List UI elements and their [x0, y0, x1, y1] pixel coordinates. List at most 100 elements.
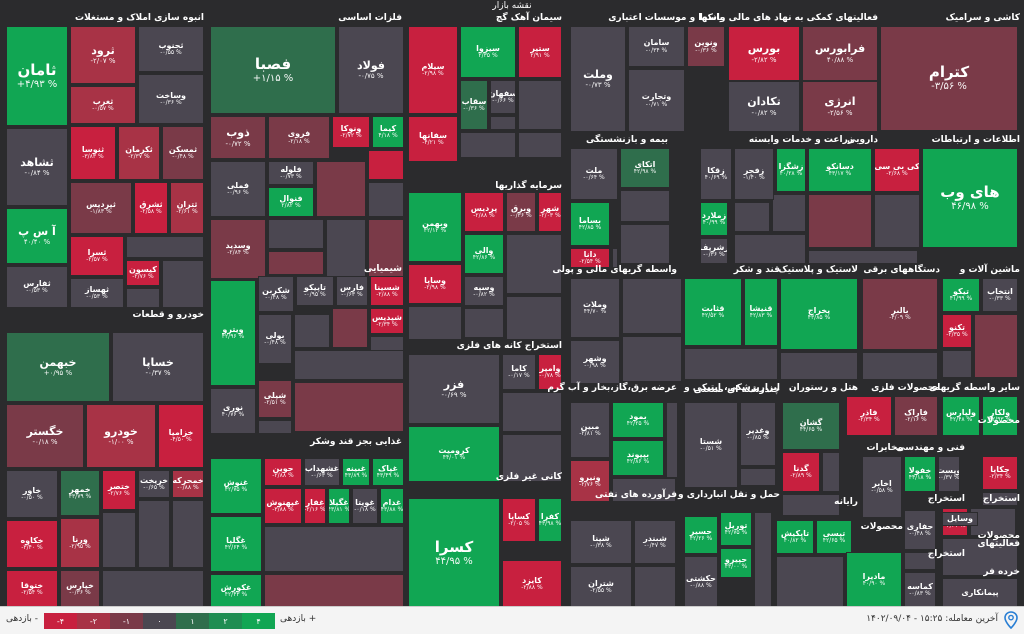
- stock-tile-vitro[interactable]: ویترو ۴۲/۹۶ %: [210, 280, 256, 386]
- sector-label-vaseteh[interactable]: واسطه گریهای مالی و پولی: [552, 265, 677, 275]
- treemap-small-tile[interactable]: [126, 236, 204, 258]
- sector-label-kani_gheir[interactable]: کانی غیر فلزی: [495, 472, 562, 482]
- treemap-small-tile[interactable]: [138, 500, 170, 568]
- stock-tile-saman[interactable]: سامان -۰/۳۴ %: [628, 26, 685, 67]
- stock-tile-bmood[interactable]: بمود ۴۲/۲۵ %: [612, 402, 664, 438]
- stock-tile-fazar[interactable]: فزر -۰/۶۹ %: [408, 354, 500, 424]
- sector-label-bankha[interactable]: بانکها و موسسات اعتباری: [608, 13, 723, 23]
- stock-tile-khamhr[interactable]: خمهر ۴۳/۷۹ %: [60, 470, 100, 516]
- stock-tile-ghanisha[interactable]: قنیشا ۴۲/۸۳ %: [744, 278, 778, 346]
- stock-tile-ghegla[interactable]: غگیلا ۴۳/۸۱ %: [328, 488, 350, 524]
- stock-tile-hasir[interactable]: حسیر ۴۲/۲۶ %: [684, 516, 718, 554]
- treemap-small-tile[interactable]: [982, 492, 1018, 506]
- sector-label-chandreshte[interactable]: چندرشته ای صنعتی: [693, 385, 780, 395]
- stock-tile-asp[interactable]: آ س پ ۴۰/۴۰ %: [6, 208, 68, 264]
- stock-tile-flooleh[interactable]: فلوله -۰/۷۳ %: [268, 161, 314, 185]
- stock-tile-khofola[interactable]: خفولا ۴۴/۱۸ %: [904, 456, 936, 492]
- sector-label-ghand[interactable]: قند و شکر: [733, 265, 780, 275]
- stock-tile-vapna[interactable]: وساپا -۲/۹۸ %: [408, 264, 462, 304]
- stock-tile-mbin[interactable]: مبین -۲/۸۱ %: [570, 402, 610, 458]
- stock-tile-faddar[interactable]: فاذر -۲/۳۴ %: [846, 396, 892, 436]
- stock-tile-vrena[interactable]: ورنا -۲/۹۵ %: [60, 518, 100, 568]
- sector-label-mokhaberat[interactable]: مخابرات: [866, 443, 903, 453]
- stock-tile-tehasaz[interactable]: ثهساز -۰/۵۳ %: [70, 278, 124, 308]
- stock-tile-vameir[interactable]: وامیر -۰/۷۸ %: [538, 354, 562, 390]
- location-pin-icon[interactable]: [1004, 611, 1018, 629]
- sector-label-abzar[interactable]: ابزارپزشکی، اپتیکی و: [684, 383, 780, 393]
- stock-tile-sipam[interactable]: سیلام -۲/۹۸ %: [408, 26, 458, 114]
- stock-tile-vamellat[interactable]: وملت -۰/۷۳ %: [570, 26, 626, 132]
- stock-tile-vtejarat[interactable]: وتجارت -۰/۷۱ %: [628, 69, 685, 132]
- stock-tile-ghadam[interactable]: غدام ۴۳/۸۸ %: [380, 488, 404, 524]
- treemap-small-tile[interactable]: [268, 219, 324, 249]
- treemap-small-tile[interactable]: [326, 219, 366, 277]
- stock-tile-ghenoosh[interactable]: غنوش ۴۲/۷۵ %: [210, 458, 262, 514]
- stock-tile-ghshahad[interactable]: غشهداب -۰/۶۳ %: [304, 458, 340, 486]
- stock-tile-shahr[interactable]: شهر -۲/۰۳ %: [538, 192, 562, 232]
- stock-tile-butoko[interactable]: تیکو ۴۱/۹۹ %: [942, 278, 980, 312]
- stock-tile-koromit[interactable]: کرومیت ۴۴/۰۱ %: [408, 426, 500, 482]
- treemap-small-tile[interactable]: [460, 132, 516, 158]
- stock-tile-khbahman[interactable]: خبهمن +۰/۹۵ %: [6, 332, 110, 402]
- treemap-small-tile[interactable]: [622, 336, 682, 382]
- stock-tile-dasnaku[interactable]: دسانکو ۴۳/۱۷ %: [808, 148, 872, 192]
- stock-tile-vanoka[interactable]: ونوکا -۲/۷۲ %: [332, 116, 370, 148]
- treemap-small-tile[interactable]: [782, 494, 840, 516]
- sector-label-rayane[interactable]: رایانه: [834, 497, 858, 507]
- stock-tile-baleir[interactable]: بالبر -۴/۰۹ %: [862, 278, 938, 350]
- stock-tile-sizza[interactable]: سیزوا ۲/۳۵ %: [460, 26, 516, 78]
- stock-tile-faraboors[interactable]: فرابورس ۴۰/۸۸ %: [802, 26, 878, 81]
- sector-label-daroei[interactable]: دارویی: [847, 135, 878, 145]
- treemap-small-tile[interactable]: [740, 468, 776, 486]
- sector-label-estekhraj3[interactable]: استخراج: [927, 549, 965, 559]
- stock-tile-sefanha[interactable]: سفانها -۴/۲۱ %: [408, 116, 458, 162]
- treemap-small-tile[interactable]: [258, 420, 292, 434]
- stock-tile-tamaskan[interactable]: ثمسکن -۰/۴۸ %: [162, 126, 204, 180]
- stock-tile-kafra[interactable]: کفرا ۴۳/۹۸ %: [538, 498, 562, 542]
- stock-tile-hayweb[interactable]: های وب ۴۶/۹۸ %: [922, 148, 1018, 248]
- stock-tile-vlepars[interactable]: ولپارس ۴۲/۴۸ %: [942, 396, 980, 436]
- treemap-small-tile[interactable]: [974, 314, 1018, 378]
- stock-tile-velkar[interactable]: ولکار ۴۲/۹۳ %: [982, 396, 1018, 436]
- treemap-small-tile[interactable]: [808, 194, 872, 248]
- stock-tile-hakeshti[interactable]: حکشتی -۰/۸۸ %: [684, 556, 718, 608]
- stock-tile-shapna[interactable]: شپنا -۰/۳۸ %: [570, 520, 632, 564]
- sector-label-fanni[interactable]: فنی و مهندسی: [896, 443, 965, 453]
- sector-label-hotel[interactable]: هتل و رستوران: [788, 383, 858, 393]
- treemap-small-tile[interactable]: [294, 382, 404, 432]
- sector-label-ghazaei[interactable]: غذایی بجز قند وشکر: [310, 437, 402, 447]
- stock-tile-booli[interactable]: بولی -۰/۴۸ %: [258, 314, 292, 364]
- sector-label-saier_vaseteh[interactable]: سایر واسطه گریهای: [928, 383, 1020, 393]
- stock-tile-kesaba[interactable]: کساپا -۲/۰۵ %: [502, 498, 536, 542]
- stock-tile-tekno[interactable]: تکنو -۲/۳۵ %: [942, 314, 972, 348]
- treemap-small-tile[interactable]: [316, 161, 366, 217]
- stock-tile-faraq[interactable]: فاراک -۲/۱۶ %: [894, 396, 938, 436]
- treemap-small-tile[interactable]: [294, 314, 330, 348]
- stock-tile-kibibi[interactable]: کی بی سی -۲/۶۸ %: [874, 148, 920, 192]
- stock-tile-khamhreh[interactable]: خمحرکه -۰/۸۸ %: [172, 470, 204, 498]
- stock-tile-malat[interactable]: ملت -۰/۶۴ %: [570, 148, 618, 200]
- stock-tile-vpes[interactable]: وپست-۰/۳۷ %: [938, 456, 960, 492]
- sector-label-arze_bargh[interactable]: عرضه برق،گاز،بخار و آب گرم: [547, 383, 677, 393]
- stock-tile-shabandar[interactable]: شبندر -۰/۴۷ %: [634, 520, 676, 564]
- stock-tile-ghgela[interactable]: غگلپا ۴۲/۶۴ %: [210, 516, 262, 572]
- treemap-small-tile[interactable]: [264, 526, 404, 572]
- treemap-small-tile[interactable]: [780, 352, 858, 380]
- stock-tile-chakapa[interactable]: چکاپا -۲/۳۴ %: [982, 456, 1018, 490]
- treemap-small-tile[interactable]: [772, 194, 806, 232]
- stock-tile-sefahan[interactable]: سفهان -۰/۶۶ %: [490, 80, 516, 114]
- treemap-small-tile[interactable]: [172, 500, 204, 568]
- stock-tile-ghpak[interactable]: غپاک ۴۳/۴۹ %: [372, 458, 404, 486]
- treemap-small-tile[interactable]: [506, 296, 562, 340]
- stock-tile-shekaran[interactable]: شکربن -۰/۴۸ %: [258, 276, 294, 312]
- stock-tile-zagaka[interactable]: زقکا ۴۰/۶۹ %: [700, 148, 732, 200]
- stock-tile-tarood[interactable]: ثرود -۲/۰۷ %: [70, 26, 136, 84]
- sector-label-mashinalat[interactable]: ماشین آلات و: [959, 265, 1020, 275]
- stock-tile-entekhab[interactable]: انتخاب -۰/۳۳ %: [982, 278, 1018, 312]
- stock-tile-ghnahesh[interactable]: غپهنوش -۳/۸۸ %: [264, 488, 302, 524]
- treemap-small-tile[interactable]: [502, 392, 562, 432]
- treemap-small-tile[interactable]: [368, 182, 404, 217]
- sector-label-haml[interactable]: حمل و نقل انبارداری و: [678, 490, 780, 500]
- stock-tile-khpars[interactable]: خپارس -۰/۳۶ %: [60, 570, 100, 608]
- stock-tile-saniir[interactable]: ستیر ۲/۹۱ %: [518, 26, 562, 78]
